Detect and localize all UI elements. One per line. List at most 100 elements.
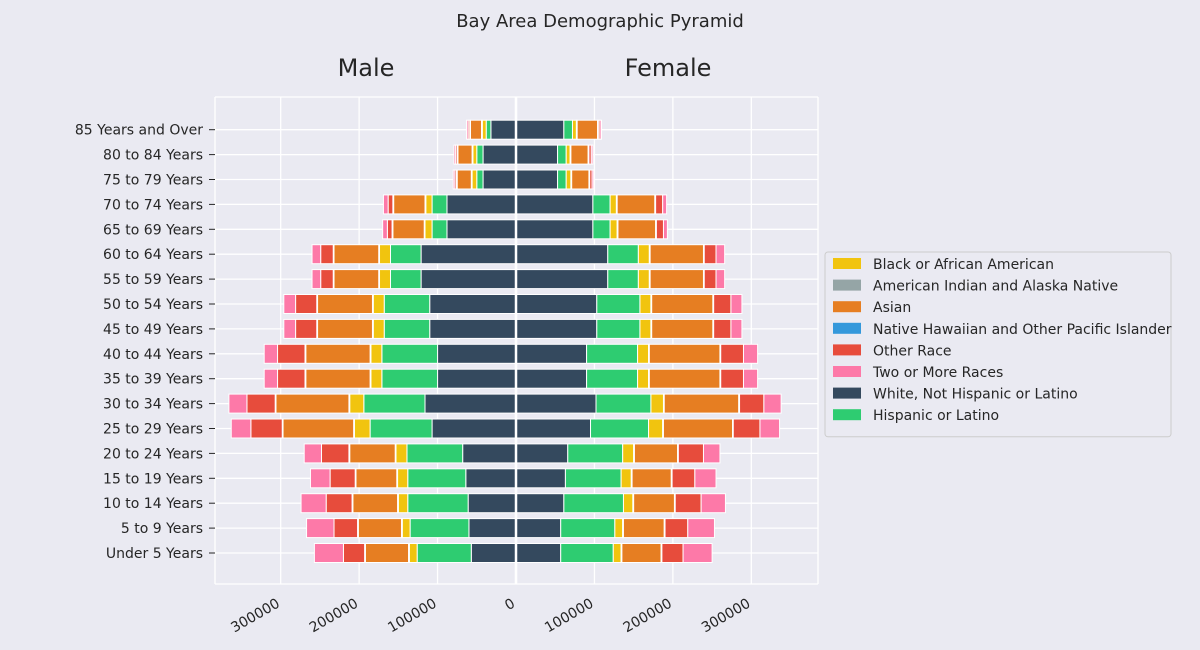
bar-male-two-or-more-races-35-to-39-years (263, 368, 279, 389)
bar-female-two-or-more-races-15-to-19-years (694, 468, 717, 489)
bar-female-two-or-more-races-65-to-69-years (662, 219, 668, 240)
bar-male-other-race-35-to-39-years (277, 368, 306, 389)
male-panel-title: Male (338, 54, 395, 82)
y-tick-label: 55 to 59 Years (103, 272, 203, 288)
bar-female-asian-50-to-54-years (651, 294, 714, 314)
bar-female-other-race-60-to-64-years (703, 244, 717, 265)
bar-male-black-or-african-american-20-to-24-years (395, 443, 408, 464)
bar-male-black-or-african-american-25-to-29-years (353, 418, 371, 439)
bar-female-other-race-20-to-24-years (677, 443, 704, 464)
bar-female-black-or-african-american-20-to-24-years (622, 443, 635, 464)
bar-female-two-or-more-races-under-5-years (682, 543, 713, 563)
bar-female-white-not-hispanic-or-latino-50-to-54-years (515, 294, 598, 314)
bar-female-two-or-more-races-50-to-54-years (730, 294, 743, 314)
bar-male-white-not-hispanic-or-latino-40-to-44-years (437, 343, 517, 364)
bar-male-other-race-50-to-54-years (295, 294, 318, 314)
bar-female-two-or-more-races-25-to-29-years (759, 418, 781, 439)
bar-male-black-or-african-american-50-to-54-years (372, 294, 385, 314)
bar-female-other-race-15-to-19-years (671, 468, 696, 489)
bar-male-other-race-30-to-34-years (246, 393, 276, 414)
bar-female-two-or-more-races-75-to-79-years (591, 169, 595, 190)
bar-male-hispanic-or-latino-5-to-9-years (409, 518, 470, 539)
bar-male-black-or-african-american-30-to-34-years (349, 393, 365, 414)
bar-female-black-or-african-american-40-to-44-years (637, 343, 650, 364)
bar-male-hispanic-or-latino-15-to-19-years (407, 468, 467, 489)
bar-female-white-not-hispanic-or-latino-55-to-59-years (515, 269, 609, 290)
bar-female-asian-25-to-29-years (662, 418, 733, 439)
y-tick-label: 60 to 64 Years (103, 247, 203, 263)
bar-female-hispanic-or-latino-20-to-24-years (567, 443, 624, 464)
bar-male-asian-35-to-39-years (305, 368, 371, 389)
bar-female-two-or-more-races-70-to-74-years (662, 194, 668, 215)
bar-male-asian-under-5-years (364, 543, 410, 563)
bar-female-white-not-hispanic-or-latino-40-to-44-years (515, 343, 588, 364)
y-tick-label: 40 to 44 Years (103, 347, 203, 363)
bar-female-asian-55-to-59-years (649, 269, 704, 290)
bar-female-hispanic-or-latino-70-to-74-years (592, 194, 611, 215)
bar-male-other-race-25-to-29-years (250, 418, 283, 439)
bar-female-two-or-more-races-45-to-49-years (730, 318, 743, 339)
y-tick-label: 75 to 79 Years (103, 173, 203, 189)
legend-swatch-american-indian-and-alaska-native (833, 279, 861, 291)
bar-female-black-or-african-american-25-to-29-years (648, 418, 664, 439)
legend-label-other-race: Other Race (873, 343, 952, 359)
bar-male-white-not-hispanic-or-latino-25-to-29-years (431, 418, 517, 439)
bar-female-asian-65-to-69-years (617, 219, 657, 240)
y-tick-label: 85 Years and Over (75, 123, 203, 139)
y-tick-label: 15 to 19 Years (103, 471, 203, 487)
x-tick-label: 0 (502, 596, 518, 614)
bar-female-other-race-70-to-74-years (655, 194, 664, 215)
bar-male-hispanic-or-latino-20-to-24-years (406, 443, 464, 464)
bar-female-hispanic-or-latino-55-to-59-years (607, 269, 639, 290)
bar-male-two-or-more-races-85-years-and-over (466, 119, 469, 140)
bar-female-other-race-55-to-59-years (703, 269, 717, 290)
bar-female-hispanic-or-latino-35-to-39-years (586, 368, 639, 389)
bar-male-other-race-10-to-14-years (325, 493, 353, 514)
bar-female-hispanic-or-latino-40-to-44-years (586, 343, 639, 364)
bar-female-asian-under-5-years (621, 543, 662, 563)
y-tick-label: 20 to 24 Years (103, 446, 203, 462)
bar-female-hispanic-or-latino-80-to-84-years (557, 144, 567, 165)
x-tick-label: 100000 (385, 596, 439, 637)
bar-female-black-or-african-american-75-to-79-years (565, 169, 572, 190)
bar-female-black-or-african-american-85-years-and-over (571, 119, 577, 140)
bar-male-two-or-more-races-65-to-69-years (382, 219, 388, 240)
bar-female-two-or-more-races-55-to-59-years (715, 269, 726, 290)
bar-male-white-not-hispanic-or-latino-5-to-9-years (468, 518, 517, 539)
bar-male-other-race-65-to-69-years (386, 219, 393, 240)
bar-female-asian-20-to-24-years (633, 443, 679, 464)
bar-female-white-not-hispanic-or-latino-5-to-9-years (515, 518, 562, 539)
bar-female-white-not-hispanic-or-latino-20-to-24-years (515, 443, 569, 464)
bar-female-asian-45-to-49-years (651, 318, 714, 339)
bar-male-black-or-african-american-10-to-14-years (397, 493, 409, 514)
bar-male-other-race-55-to-59-years (320, 269, 334, 290)
bar-female-asian-75-to-79-years (571, 169, 590, 190)
legend-swatch-black-or-african-american (833, 258, 861, 269)
bar-male-two-or-more-races-25-to-29-years (230, 418, 252, 439)
bar-female-asian-10-to-14-years (633, 493, 675, 514)
bar-female-black-or-african-american-55-to-59-years (637, 269, 650, 290)
bar-female-black-or-african-american-35-to-39-years (637, 368, 650, 389)
x-tick-labels: 300000 200000 100000 0 100000 200000 300000 (228, 596, 753, 637)
bar-female-two-or-more-races-80-to-84-years (590, 144, 594, 165)
bar-female-two-or-more-races-30-to-34-years (763, 393, 782, 414)
bar-male-black-or-african-american-80-to-84-years (472, 144, 478, 165)
bar-male-two-or-more-races-5-to-9-years (306, 518, 335, 539)
bar-male-other-race-40-to-44-years (277, 343, 306, 364)
bar-female-hispanic-or-latino-15-to-19-years (564, 468, 622, 489)
y-tick-label: 45 to 49 Years (103, 322, 203, 338)
bar-female-hispanic-or-latino-30-to-34-years (595, 393, 652, 414)
bar-male-other-race-under-5-years (342, 543, 366, 563)
bar-female-other-race-45-to-49-years (713, 318, 732, 339)
bar-male-white-not-hispanic-or-latino-65-to-69-years (446, 219, 517, 240)
bar-male-other-race-20-to-24-years (320, 443, 350, 464)
legend: Black or African American American Indian… (824, 251, 1172, 438)
bar-male-hispanic-or-latino-40-to-44-years (381, 343, 439, 364)
bar-female-asian-30-to-34-years (663, 393, 740, 414)
bar-male-two-or-more-races-70-to-74-years (382, 194, 389, 215)
bar-female-black-or-african-american-15-to-19-years (620, 468, 632, 489)
bar-female-white-not-hispanic-or-latino-25-to-29-years (515, 418, 592, 439)
legend-label-white-not-hispanic-or-latino: White, Not Hispanic or Latino (873, 387, 1078, 403)
bar-female-black-or-african-american-65-to-69-years (609, 219, 618, 240)
